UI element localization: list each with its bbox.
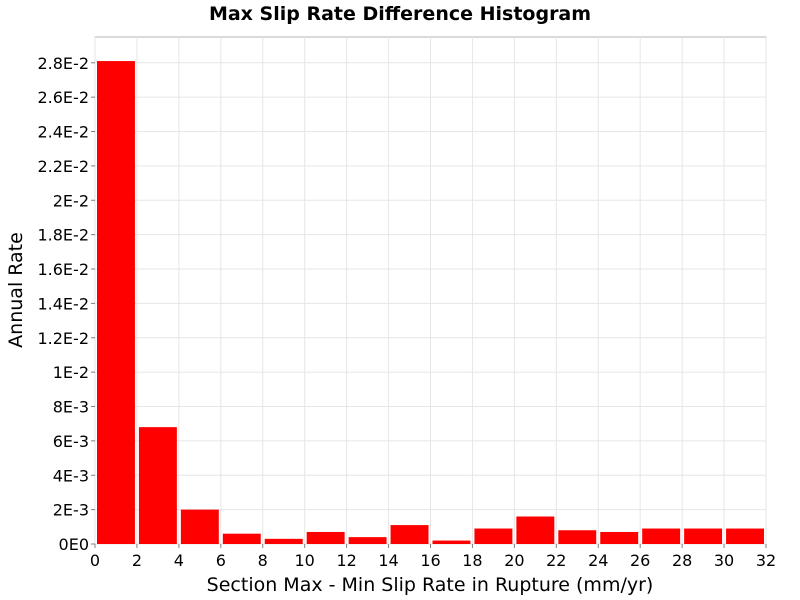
x-tick-label: 0 (90, 551, 100, 570)
x-tick-label: 4 (174, 551, 184, 570)
x-tick-label: 18 (462, 551, 482, 570)
y-tick-label: 2.4E-2 (37, 123, 89, 142)
histogram-bar (432, 540, 471, 544)
x-tick-label: 30 (714, 551, 734, 570)
x-axis-ticks: 0 2 4 6 8 10 12 14 16 18 20 22 24 26 28 30 32 (90, 544, 776, 570)
x-grid (94, 37, 767, 544)
y-tick-label: 2.8E-2 (37, 54, 89, 73)
histogram-bar (306, 531, 345, 544)
x-tick-label: 22 (546, 551, 566, 570)
x-tick-label: 32 (756, 551, 776, 570)
x-tick-label: 16 (420, 551, 440, 570)
y-tick-label: 2.2E-2 (37, 157, 89, 176)
histogram-bar (516, 516, 555, 544)
x-tick-label: 20 (504, 551, 524, 570)
histogram-bar (390, 525, 429, 544)
histogram-bar (222, 533, 261, 544)
histogram-bar (558, 530, 597, 544)
histogram-bar (264, 538, 303, 544)
y-tick-label: 4E-3 (53, 466, 89, 485)
x-axis-label: Section Max - Min Slip Rate in Rupture (… (207, 574, 654, 596)
histogram-bar (726, 528, 764, 544)
chart-title: Max Slip Rate Difference Histogram (209, 3, 591, 25)
y-tick-label: 1.6E-2 (37, 260, 89, 279)
x-tick-label: 2 (132, 551, 142, 570)
y-tick-label: 1.8E-2 (37, 226, 89, 245)
x-tick-label: 26 (630, 551, 650, 570)
y-axis-label: Annual Rate (5, 232, 27, 348)
x-tick-label: 6 (216, 551, 226, 570)
histogram-bar (600, 531, 639, 544)
histogram-bar (474, 528, 513, 544)
bars (97, 61, 764, 545)
y-tick-label: 2E-2 (53, 191, 89, 210)
y-tick-label: 6E-3 (53, 432, 89, 451)
x-tick-label: 8 (258, 551, 268, 570)
y-axis-ticks: 0E0 2E-3 4E-3 6E-3 8E-3 1E-2 1.2E-2 1.4E-2 1.6E-… (37, 54, 95, 554)
x-tick-label: 14 (378, 551, 398, 570)
y-tick-label: 1.2E-2 (37, 329, 89, 348)
x-tick-label: 12 (336, 551, 356, 570)
y-tick-label: 8E-3 (53, 398, 89, 417)
histogram-bar (138, 427, 177, 544)
y-tick-label: 2E-3 (53, 501, 89, 520)
y-tick-label: 2.6E-2 (37, 88, 89, 107)
x-tick-label: 24 (588, 551, 608, 570)
x-tick-label: 28 (672, 551, 692, 570)
histogram-bar (180, 509, 219, 544)
y-tick-label: 1.4E-2 (37, 294, 89, 313)
histogram-bar (642, 528, 681, 544)
y-tick-label: 0E0 (59, 535, 89, 554)
y-tick-label: 1E-2 (53, 363, 89, 382)
x-tick-label: 10 (295, 551, 315, 570)
histogram-bar (97, 61, 135, 545)
histogram-bar (348, 537, 387, 544)
histogram-bar (684, 528, 723, 544)
